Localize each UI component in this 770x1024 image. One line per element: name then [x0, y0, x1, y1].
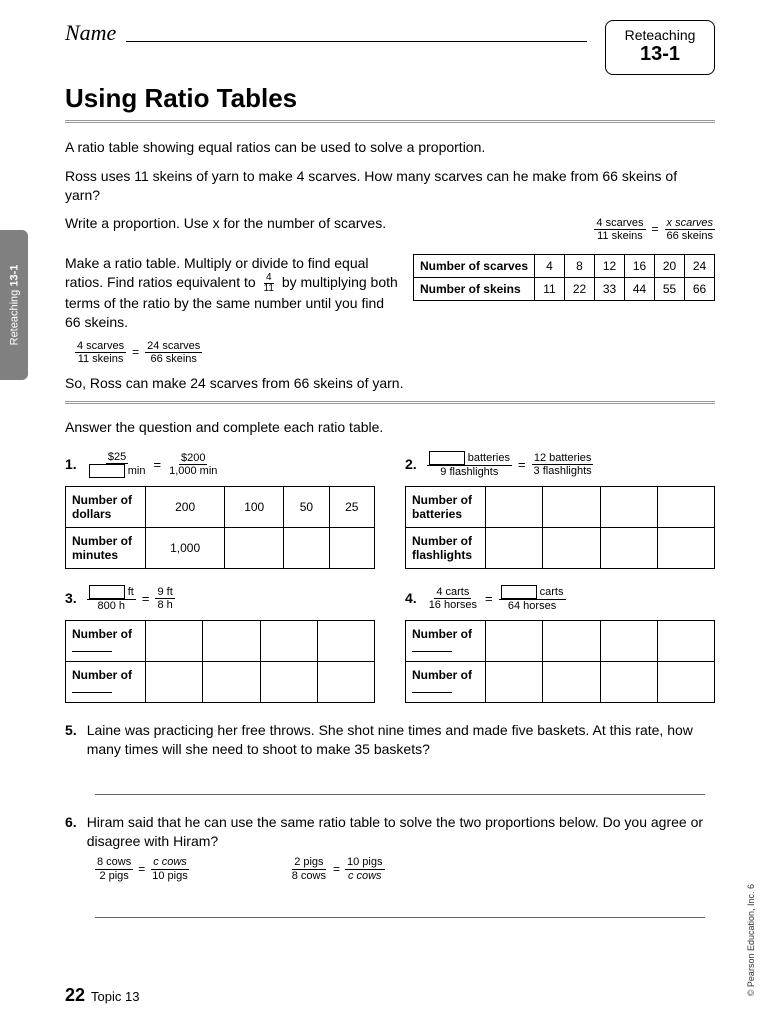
problem-3-table[interactable]: Number of Number of	[65, 620, 375, 703]
example-answer: So, Ross can make 24 scarves from 66 ske…	[65, 375, 715, 391]
problem-6: 6. Hiram said that he can use the same r…	[65, 813, 715, 851]
intro: A ratio table showing equal ratios can b…	[65, 138, 715, 205]
result-proportion: 4 scarves11 skeins = 24 scarves66 skeins	[75, 340, 715, 365]
side-tab: Reteaching 13-1	[0, 230, 28, 380]
answer-line-5[interactable]	[95, 777, 705, 795]
blank-input[interactable]	[501, 585, 537, 599]
step-2: Make a ratio table. Multiply or divide t…	[65, 254, 715, 332]
name-label: Name	[65, 20, 116, 46]
worksheet-page: Name Reteaching 13-1 Using Ratio Tables …	[0, 0, 770, 948]
problem-4: 4. 4 carts16 horses = carts64 horses Num…	[405, 585, 715, 703]
lesson-number: 13-1	[622, 43, 698, 66]
problem-5: 5. Laine was practicing her free throws.…	[65, 721, 715, 759]
intro-text-2: Ross uses 11 skeins of yarn to make 4 sc…	[65, 167, 715, 205]
blank-input[interactable]	[89, 585, 125, 599]
problem-1-table[interactable]: Number of dollars2001005025 Number of mi…	[65, 486, 375, 569]
problems-row-2: 3. ft800 h = 9 ft8 h Number of Number of…	[65, 585, 715, 703]
step-1-proportion: 4 scarves11 skeins = x scarves66 skeins	[594, 217, 715, 242]
lesson-type: Reteaching	[622, 27, 698, 43]
header: Name Reteaching 13-1	[65, 20, 715, 75]
problem-3: 3. ft800 h = 9 ft8 h Number of Number of	[65, 585, 375, 703]
problem-4-table[interactable]: Number of Number of	[405, 620, 715, 703]
lesson-box: Reteaching 13-1	[605, 20, 715, 75]
intro-text-1: A ratio table showing equal ratios can b…	[65, 138, 715, 157]
blank-input[interactable]	[429, 451, 465, 465]
divider	[65, 120, 715, 124]
problem-1: 1. $25 min = $2001,000 min Number of dol…	[65, 451, 375, 569]
step-1: Write a proportion. Use x for the number…	[65, 215, 715, 242]
copyright: © Pearson Education, Inc. 6	[746, 884, 756, 996]
step-1-text: Write a proportion. Use x for the number…	[65, 215, 564, 242]
answer-line-6[interactable]	[95, 900, 705, 918]
example-ratio-table: Number of scarves 4812162024 Number of s…	[413, 254, 715, 301]
page-title: Using Ratio Tables	[65, 83, 715, 114]
step-2-text: Make a ratio table. Multiply or divide t…	[65, 254, 401, 332]
problem-2-table[interactable]: Number of batteries Number of flashlight…	[405, 486, 715, 569]
footer: 22Topic 13	[65, 985, 139, 1006]
side-tab-label: Reteaching 13-1	[8, 265, 20, 346]
instructions: Answer the question and complete each ra…	[65, 419, 715, 435]
blank-input[interactable]	[89, 464, 125, 478]
problems-row-1: 1. $25 min = $2001,000 min Number of dol…	[65, 451, 715, 569]
name-input-line[interactable]	[126, 20, 587, 42]
problem-2: 2. batteries9 flashlights = 12 batteries…	[405, 451, 715, 569]
divider-2	[65, 401, 715, 405]
problem-6-proportions: 8 cows2 pigs = c cows10 pigs 2 pigs8 cow…	[95, 856, 715, 881]
